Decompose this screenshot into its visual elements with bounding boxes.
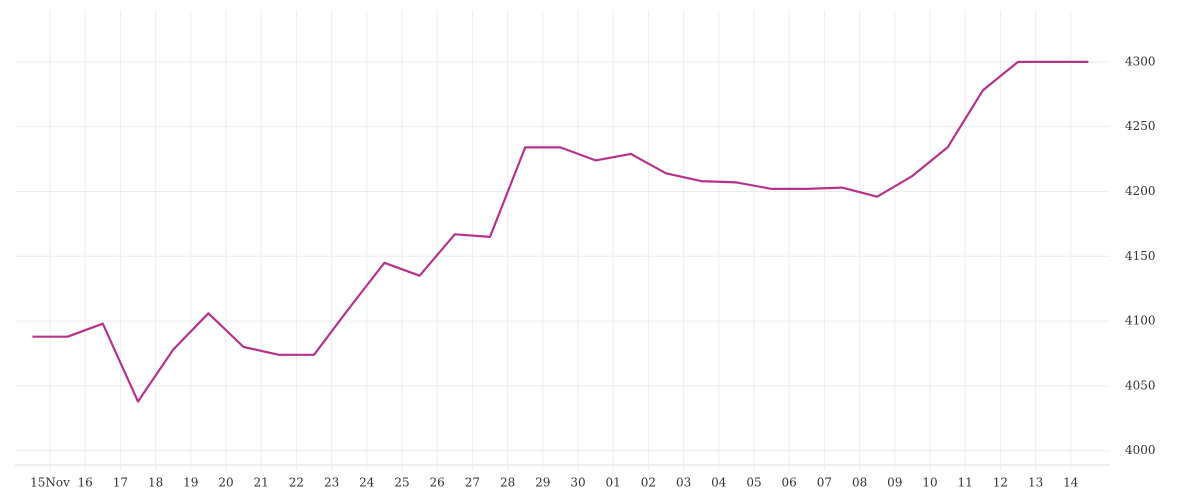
y-tick-label: 4200 bbox=[1125, 184, 1156, 198]
y-tick-label: 4150 bbox=[1125, 249, 1156, 263]
x-tick-label: 27 bbox=[465, 476, 480, 490]
x-tick-label: 12 bbox=[993, 476, 1008, 490]
x-tick-label: 14 bbox=[1063, 476, 1079, 490]
x-tick-label: 06 bbox=[782, 476, 797, 490]
y-tick-label: 4300 bbox=[1125, 54, 1156, 68]
x-tick-label: 11 bbox=[958, 476, 973, 490]
x-tick-label: 05 bbox=[746, 476, 761, 490]
y-tick-label: 4050 bbox=[1125, 378, 1156, 392]
x-tick-label: 07 bbox=[817, 476, 832, 490]
x-tick-label: 29 bbox=[535, 476, 550, 490]
x-tick-label: 02 bbox=[641, 476, 656, 490]
line-series bbox=[32, 60, 1089, 403]
x-tick-label: 19 bbox=[183, 476, 198, 490]
x-tick-label: 13 bbox=[1028, 476, 1043, 490]
x-tick-label: 28 bbox=[500, 476, 515, 490]
x-tick-label: 20 bbox=[218, 476, 233, 490]
y-tick-label: 4000 bbox=[1125, 443, 1156, 457]
x-tick-label: 08 bbox=[852, 476, 867, 490]
x-tick-label: 26 bbox=[430, 476, 445, 490]
x-tick-label: 03 bbox=[676, 476, 691, 490]
y-tick-label: 4100 bbox=[1125, 314, 1156, 328]
x-tick-label: 09 bbox=[887, 476, 902, 490]
x-tick-label: 04 bbox=[711, 476, 727, 490]
x-tick-label: 21 bbox=[254, 476, 269, 490]
y-tick-label: 4250 bbox=[1125, 119, 1156, 133]
x-tick-label: 23 bbox=[324, 476, 339, 490]
x-tick-label: 25 bbox=[394, 476, 409, 490]
x-tick-label: 17 bbox=[113, 476, 128, 490]
x-tick-label: 01 bbox=[606, 476, 621, 490]
x-tick-label: 30 bbox=[570, 476, 585, 490]
x-tick-label: 10 bbox=[922, 476, 937, 490]
x-tick-label: 22 bbox=[289, 476, 304, 490]
x-tick-label: 15Nov bbox=[30, 476, 70, 490]
x-tick-label: 16 bbox=[78, 476, 93, 490]
x-tick-label: 18 bbox=[148, 476, 163, 490]
x-tick-label: 24 bbox=[359, 476, 375, 490]
